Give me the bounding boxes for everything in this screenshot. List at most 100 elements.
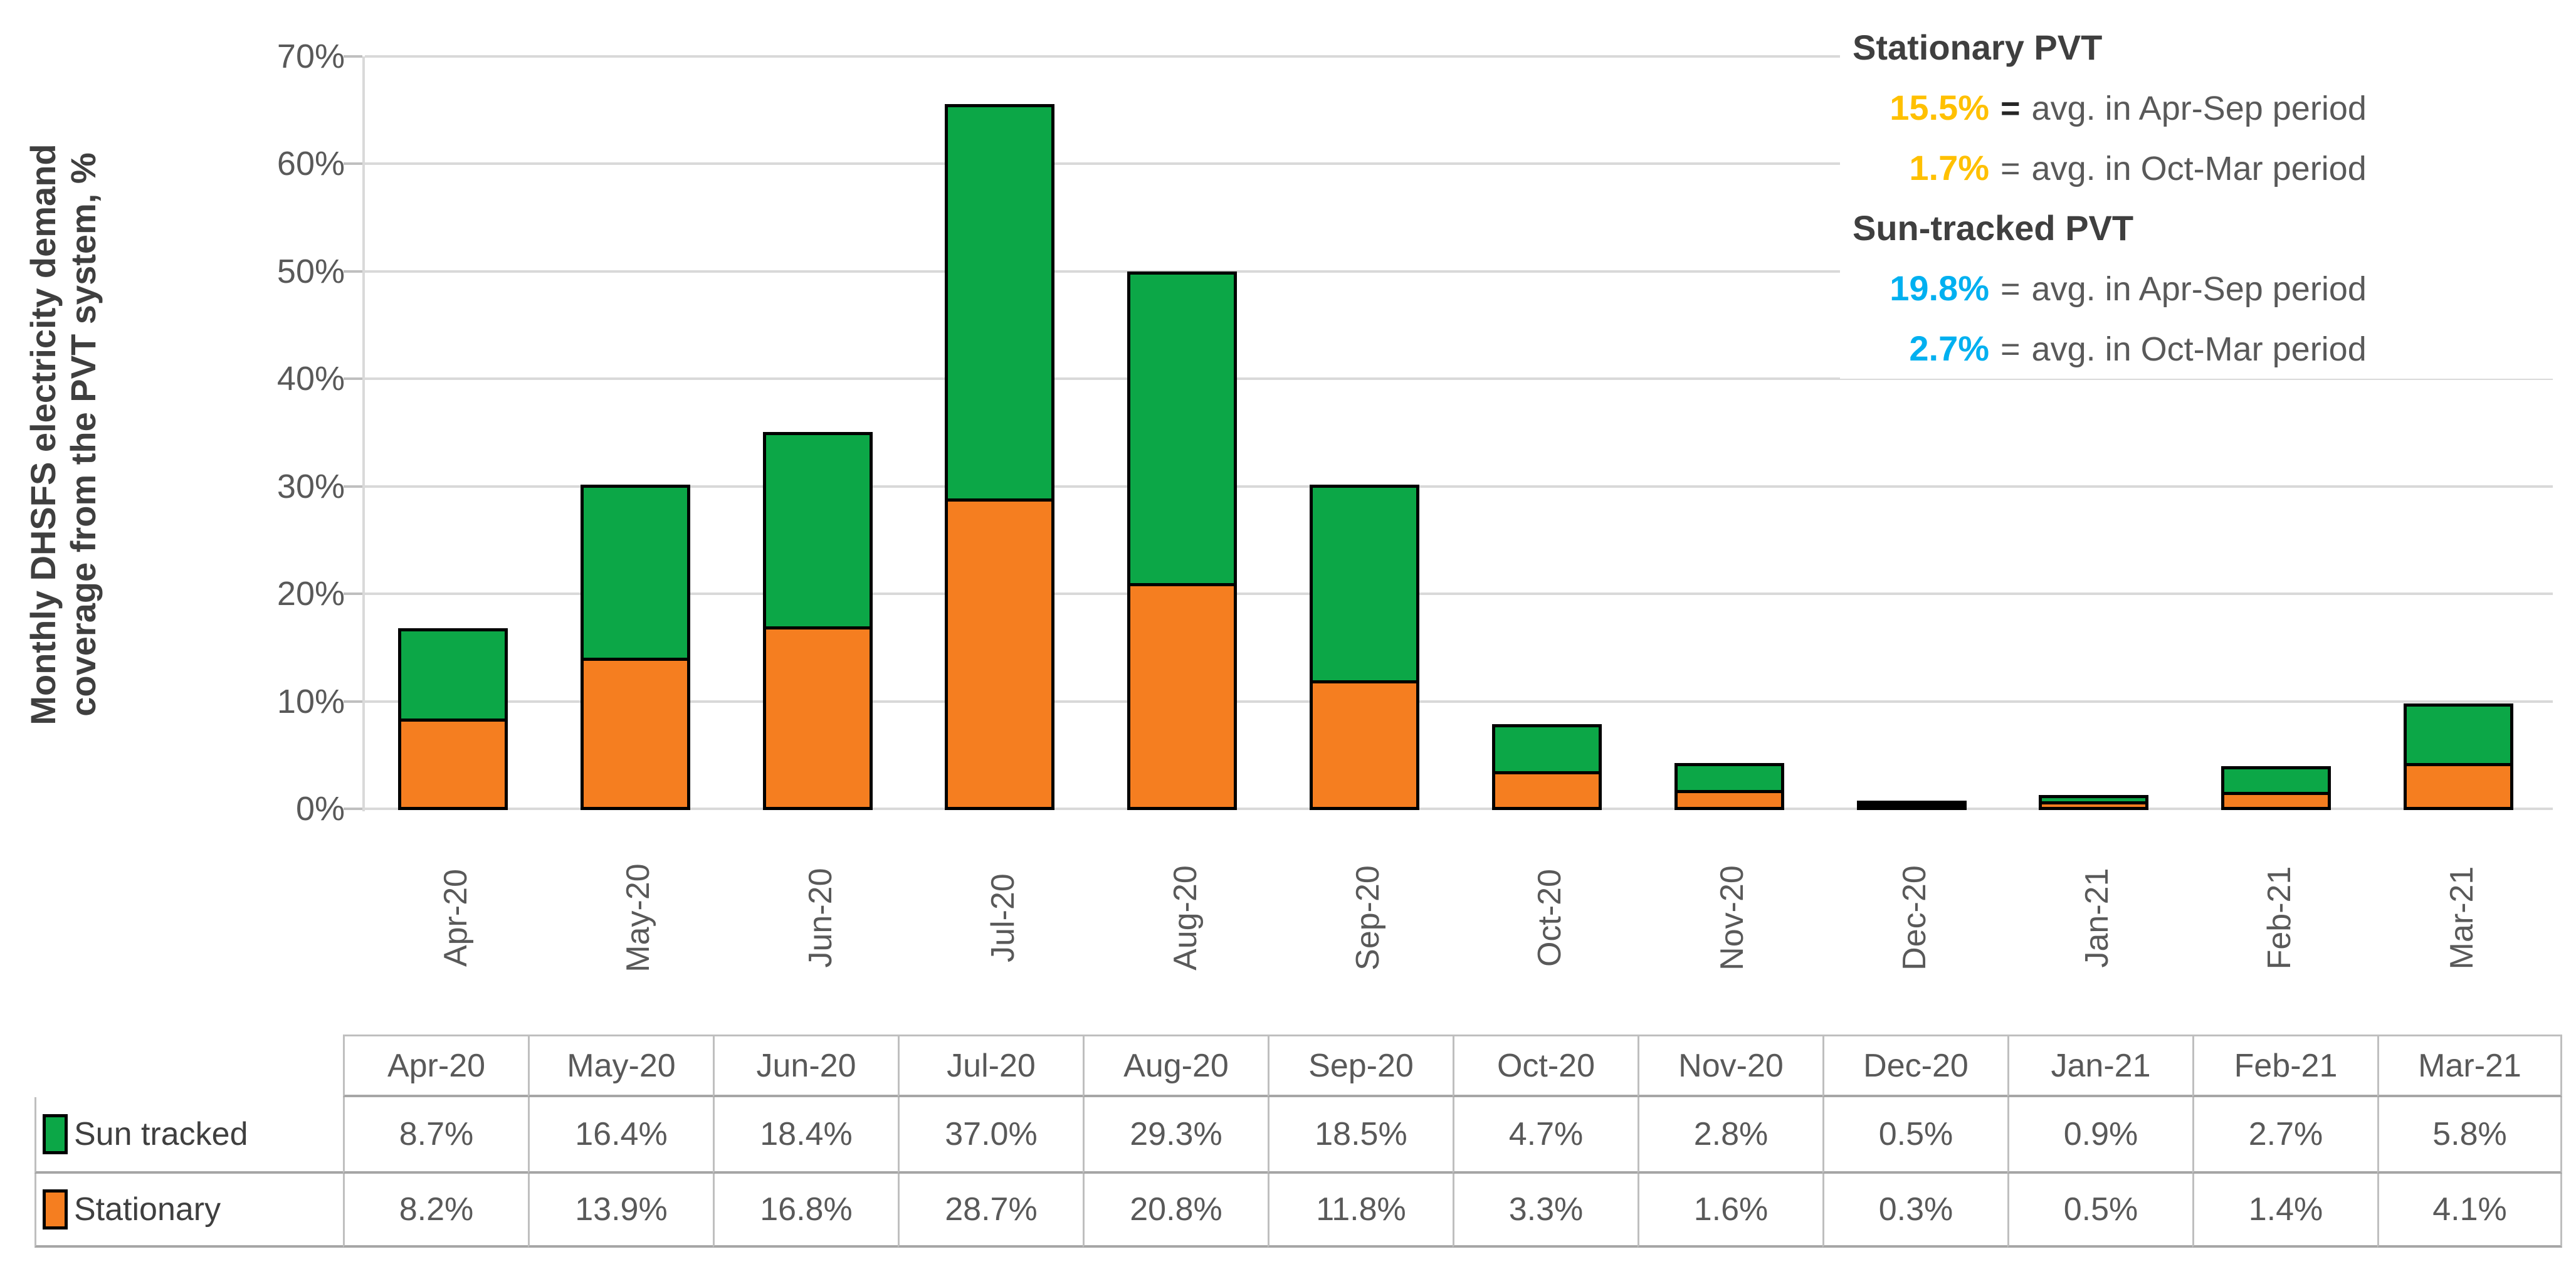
bar-slot-Jan-21 xyxy=(2006,56,2189,810)
x-tick-label-Oct-20: Oct-20 xyxy=(1532,868,1569,967)
annotation-value: 2.7% xyxy=(1909,329,1989,368)
bar-slot-Apr-20 xyxy=(365,56,547,810)
x-tick-label-Dec-20: Dec-20 xyxy=(1896,865,1933,971)
annotation-text: avg. in Oct-Mar period xyxy=(2031,330,2367,368)
annotation-title-sun-tracked-pvt: Sun-tracked PVT xyxy=(1853,208,2134,248)
bar-slot-May-20 xyxy=(547,56,730,810)
bar-segment-stationary-Apr-20 xyxy=(397,722,508,810)
table-header-Aug-20: Aug-20 xyxy=(1083,1035,1268,1097)
table-cell: 8.7% xyxy=(343,1097,528,1174)
gridline-0% xyxy=(365,808,2553,810)
legend-label: Sun tracked xyxy=(74,1116,248,1152)
bar-segment-sun-tracked-Mar-21 xyxy=(2404,703,2514,766)
table-cell: 29.3% xyxy=(1083,1097,1268,1174)
bar-slot-Sep-20 xyxy=(1276,56,1459,810)
y-tick-label: 0% xyxy=(295,790,345,828)
annotation-equals: = xyxy=(2000,90,2021,127)
bar-segment-sun-tracked-Aug-20 xyxy=(1127,271,1238,587)
x-tick-label-Mar-21: Mar-21 xyxy=(2443,866,2480,970)
table-cell: 4.7% xyxy=(1453,1097,1638,1174)
table-cell: 0.5% xyxy=(1822,1097,2007,1174)
x-tick-label-May-20: May-20 xyxy=(620,863,657,972)
stacked-bar-Sep-20 xyxy=(1310,484,1420,810)
data-table: Apr-20 May-20 Jun-20 Jul-20 Aug-20 Sep-20 Oct-… xyxy=(34,1035,2562,1248)
annotation-equals: = xyxy=(2000,270,2021,308)
bar-segment-stationary-Oct-20 xyxy=(1491,774,1602,810)
bar-slot-Aug-20 xyxy=(1094,56,1276,810)
bar-segment-stationary-Dec-20 xyxy=(1856,806,1967,810)
y-tick-label: 50% xyxy=(276,252,345,290)
table-cell: 18.5% xyxy=(1268,1097,1453,1174)
bar-segment-stationary-Mar-21 xyxy=(2404,766,2514,810)
annotation-row: 2.7% = avg. in Oct-Mar period xyxy=(1840,319,2576,379)
bar-slot-Oct-20 xyxy=(1459,56,1641,810)
bar-segment-stationary-Nov-20 xyxy=(1674,792,1784,810)
bar-slot-Jul-20 xyxy=(912,56,1095,810)
table-cell: 0.3% xyxy=(1822,1174,2007,1248)
x-tick-label-Jan-21: Jan-21 xyxy=(2078,868,2115,968)
table-cell: 1.6% xyxy=(1638,1174,1822,1248)
table-row-label-stationary: Stationary xyxy=(34,1174,343,1248)
table-header-May-20: May-20 xyxy=(528,1035,713,1097)
x-tick-label-Aug-20: Aug-20 xyxy=(1167,865,1204,971)
bar-segment-sun-tracked-Nov-20 xyxy=(1674,762,1784,793)
table-cell: 18.4% xyxy=(713,1097,898,1174)
stacked-bar-Feb-21 xyxy=(2221,766,2332,810)
table-header-Oct-20: Oct-20 xyxy=(1453,1035,1638,1097)
annotation-text: avg. in Apr-Sep period xyxy=(2031,270,2367,308)
bar-segment-sun-tracked-Oct-20 xyxy=(1491,724,1602,775)
table-corner-cell xyxy=(34,1035,343,1097)
y-axis-title-line1: Monthly DHSFS electricity demand xyxy=(23,144,63,725)
table-cell: 5.8% xyxy=(2377,1097,2562,1174)
table-header-Dec-20: Dec-20 xyxy=(1822,1035,2007,1097)
table-cell: 3.3% xyxy=(1453,1174,1638,1248)
annotation-equals: = xyxy=(2000,150,2021,187)
x-tick-label-Apr-20: Apr-20 xyxy=(438,868,475,967)
legend-swatch-stationary xyxy=(43,1189,68,1230)
y-tick-label: 30% xyxy=(276,467,345,505)
bar-segment-stationary-Feb-21 xyxy=(2221,795,2332,810)
table-cell: 4.1% xyxy=(2377,1174,2562,1248)
y-tick-label: 60% xyxy=(276,145,345,183)
x-tick-label-Nov-20: Nov-20 xyxy=(1714,865,1751,971)
y-tick-mark-10% xyxy=(344,700,362,703)
table-cell: 8.2% xyxy=(343,1174,528,1248)
y-tick-mark-20% xyxy=(344,592,362,596)
y-tick-mark-40% xyxy=(344,377,362,381)
table-header-Feb-21: Feb-21 xyxy=(2192,1035,2377,1097)
bar-segment-sun-tracked-Jan-21 xyxy=(2039,795,2149,805)
stacked-bar-Jan-21 xyxy=(2039,795,2149,810)
bar-slot-Feb-21 xyxy=(2188,56,2370,810)
legend-swatch-sun-tracked xyxy=(43,1114,68,1154)
bar-segment-sun-tracked-Feb-21 xyxy=(2221,766,2332,795)
bar-segment-stationary-Sep-20 xyxy=(1310,683,1420,810)
table-cell: 37.0% xyxy=(898,1097,1083,1174)
stacked-bar-Apr-20 xyxy=(397,628,508,810)
table-cell: 2.8% xyxy=(1638,1097,1822,1174)
bar-segment-sun-tracked-May-20 xyxy=(580,484,690,661)
y-axis-title-line2: coverage from the PVT system, % xyxy=(63,152,103,717)
table-cell: 0.5% xyxy=(2007,1174,2192,1248)
bar-slot-Dec-20 xyxy=(1824,56,2006,810)
stacked-bar-Jun-20 xyxy=(762,431,873,810)
stacked-bar-Jul-20 xyxy=(945,103,1055,810)
annotation-text: avg. in Apr-Sep period xyxy=(2031,90,2367,127)
y-tick-label: 70% xyxy=(276,38,345,75)
bar-segment-stationary-Jul-20 xyxy=(945,502,1055,810)
y-axis-title: Monthly DHSFS electricity demand coverag… xyxy=(23,39,105,829)
x-tick-label-Feb-21: Feb-21 xyxy=(2261,866,2298,970)
x-tick-label-Jul-20: Jul-20 xyxy=(984,873,1021,962)
table-cell: 0.9% xyxy=(2007,1097,2192,1174)
table-header-Jun-20: Jun-20 xyxy=(713,1035,898,1097)
table-header-Mar-21: Mar-21 xyxy=(2377,1035,2562,1097)
bar-segment-sun-tracked-Jun-20 xyxy=(762,431,873,629)
gridline-20% xyxy=(365,592,2553,596)
annotation-text: avg. in Oct-Mar period xyxy=(2031,150,2367,187)
legend-label: Stationary xyxy=(74,1191,221,1228)
gridline-40% xyxy=(365,377,2553,381)
x-tick-label-Jun-20: Jun-20 xyxy=(802,868,839,968)
bar-segment-stationary-Aug-20 xyxy=(1127,586,1238,810)
y-tick-label: 20% xyxy=(276,575,345,613)
annotation-title-stationary-pvt: Stationary PVT xyxy=(1853,28,2103,67)
